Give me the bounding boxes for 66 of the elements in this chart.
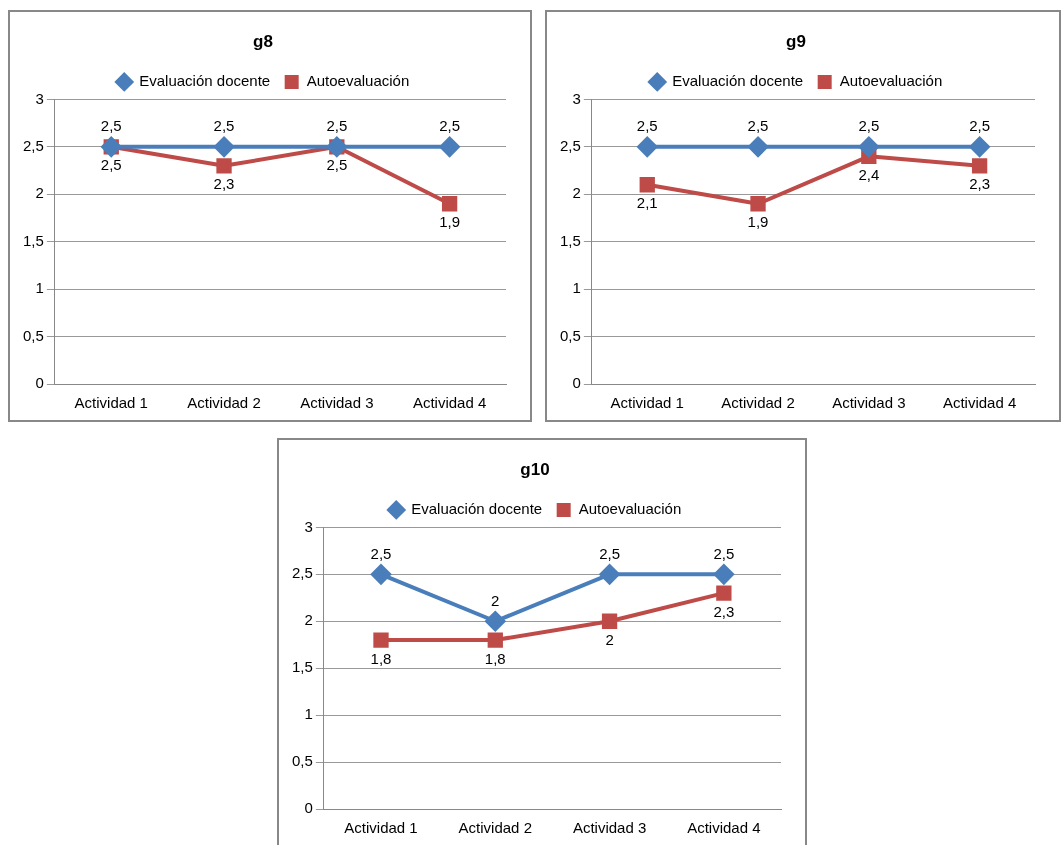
- data-label: 2,3: [213, 175, 235, 193]
- data-label: 2,4: [858, 165, 880, 183]
- data-label: 2,5: [326, 156, 348, 174]
- data-label: 2,1: [636, 194, 658, 212]
- y-tick-label: 1,5: [22, 231, 44, 249]
- chart-title: g10: [520, 459, 550, 479]
- y-tick-label: 1,5: [291, 658, 313, 676]
- legend-label: Autoevaluación: [306, 72, 410, 90]
- x-tick-label: Actividad 3: [572, 819, 647, 837]
- data-label: 2: [491, 591, 500, 609]
- legend-label: Evaluación docente: [672, 72, 804, 90]
- y-tick-label: 0: [35, 374, 44, 392]
- chart-title: g8: [253, 31, 273, 51]
- y-tick-label: 0,5: [559, 326, 581, 344]
- y-tick-label: 2: [572, 184, 581, 202]
- data-label: 2,5: [213, 117, 235, 135]
- y-tick-label: 2,5: [559, 136, 581, 154]
- data-label: 2,5: [439, 117, 461, 135]
- y-tick-label: 2: [35, 184, 44, 202]
- y-tick-label: 2,5: [291, 564, 313, 582]
- y-tick-label: 3: [35, 89, 44, 107]
- data-label: 1,8: [370, 649, 392, 667]
- y-tick-label: 0: [304, 799, 313, 817]
- y-tick-label: 1: [572, 279, 581, 297]
- y-tick-label: 3: [304, 517, 313, 535]
- data-label: 2,3: [969, 175, 991, 193]
- data-label: 2,5: [636, 117, 658, 135]
- chart-title: g9: [786, 31, 806, 51]
- x-tick-label: Actividad 4: [942, 394, 1017, 412]
- data-label: 2,5: [100, 156, 122, 174]
- y-tick-label: 1: [304, 705, 313, 723]
- y-tick-label: 3: [572, 89, 581, 107]
- data-label: 2,5: [969, 117, 991, 135]
- data-label: 2: [605, 630, 614, 648]
- x-tick-label: Actividad 2: [187, 394, 261, 412]
- x-tick-label: Actividad 2: [721, 394, 795, 412]
- y-tick-label: 0: [572, 374, 581, 392]
- data-label: 2,5: [747, 117, 769, 135]
- y-tick-label: 2: [304, 611, 313, 629]
- x-tick-label: Actividad 4: [412, 394, 487, 412]
- data-label: 1,9: [439, 213, 461, 231]
- data-label: 2,3: [713, 602, 735, 620]
- x-tick-label: Actividad 3: [300, 394, 374, 412]
- data-label: 2,5: [713, 544, 735, 562]
- x-tick-label: Actividad 2: [458, 819, 532, 837]
- legend-label: Evaluación docente: [139, 72, 271, 90]
- x-tick-label: Actividad 4: [687, 819, 761, 837]
- y-tick-label: 0,5: [22, 326, 44, 344]
- x-tick-label: Actividad 1: [74, 394, 148, 412]
- x-tick-label: Actividad 1: [610, 394, 684, 412]
- y-tick-label: 1: [35, 279, 44, 297]
- data-label: 2,5: [599, 544, 620, 562]
- data-label: 2,5: [370, 544, 392, 562]
- x-tick-label: Actividad 3: [832, 394, 906, 412]
- data-label: 1,8: [484, 649, 506, 667]
- legend-label: Evaluación docente: [411, 500, 543, 518]
- data-label: 1,9: [747, 213, 769, 231]
- y-tick-label: 0,5: [291, 752, 313, 770]
- y-tick-label: 2,5: [22, 136, 44, 154]
- x-tick-label: Actividad 1: [344, 819, 418, 837]
- data-label: 2,5: [326, 117, 348, 135]
- data-label: 2,5: [858, 117, 880, 135]
- legend-label: Autoevaluación: [839, 72, 943, 90]
- y-tick-label: 1,5: [559, 231, 581, 249]
- data-label: 2,5: [100, 117, 122, 135]
- legend-label: Autoevaluación: [578, 500, 682, 518]
